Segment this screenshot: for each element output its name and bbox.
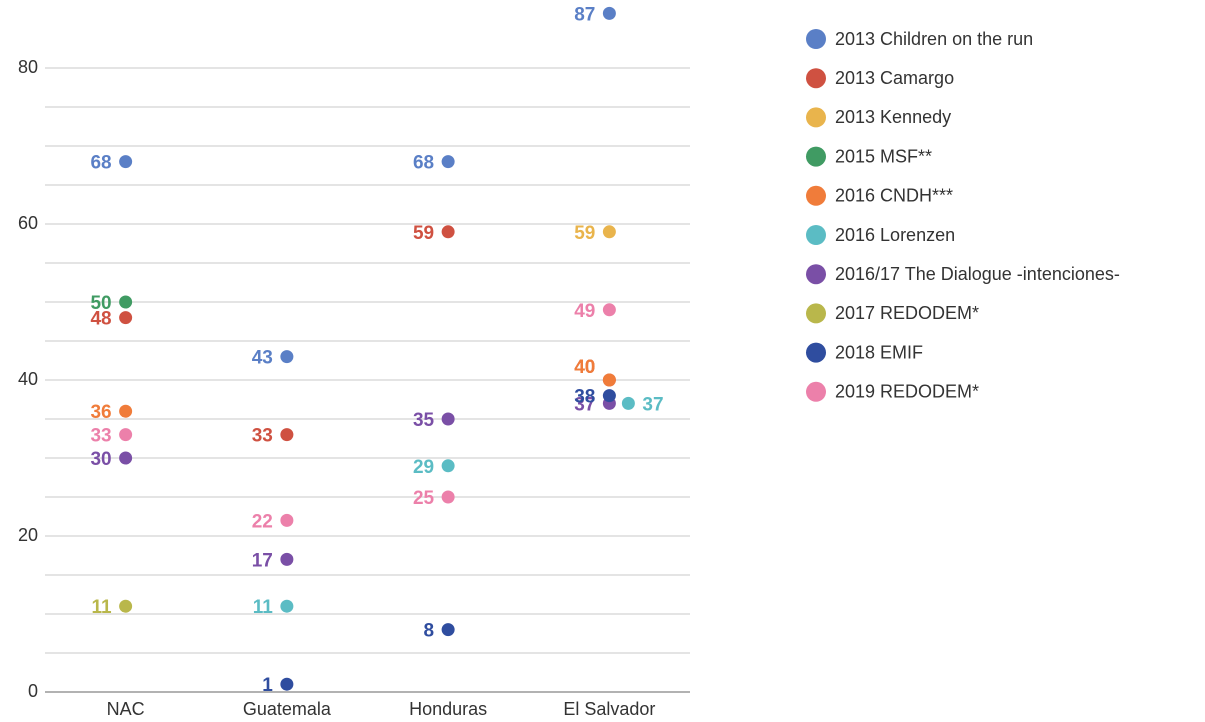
dot [602,6,616,20]
data-label: 11 [253,597,274,618]
dot [441,623,455,637]
y-tick-label: 60 [18,213,38,233]
legend-swatch [806,29,826,49]
y-tick-label: 80 [18,57,38,77]
legend-swatch [806,185,826,206]
dot [119,599,133,613]
dot [280,552,294,566]
x-tick-label: Guatemala [243,699,332,717]
dot [441,459,455,473]
legend-label: 2018 EMIF [835,342,923,362]
legend-label: 2017 REDODEM* [835,303,979,323]
dot [280,513,294,527]
legend-label: 2015 MSF** [835,146,932,166]
data-label: 40 [574,357,595,378]
legend-swatch [806,303,826,324]
legend-swatch [806,146,826,167]
dot [602,303,616,317]
dot [119,428,133,442]
data-label: 59 [413,223,434,244]
legend-swatch [806,342,826,363]
dot [441,225,455,239]
dot [441,155,455,169]
data-label: 68 [90,153,111,174]
legend-label: 2016 CNDH*** [835,186,953,206]
data-label: 33 [90,426,111,447]
data-label: 68 [413,153,434,174]
legend-swatch [806,107,826,128]
data-label: 36 [90,402,111,423]
data-label: 29 [413,457,434,478]
dot [621,396,635,410]
dot [602,373,616,387]
x-tick-label: El Salvador [563,699,655,717]
dot [441,490,455,504]
data-label: 25 [413,488,435,509]
legend-label: 2016/17 The Dialogue -intenciones- [835,264,1120,284]
x-tick-label: Honduras [409,699,487,717]
dot [119,451,133,465]
legend-swatch [806,225,826,245]
data-label: 1 [262,675,273,696]
data-label: 43 [252,348,273,369]
data-label: 17 [252,550,273,571]
dot [119,311,133,325]
legend-label: 2019 REDODEM* [835,382,979,402]
data-label: 8 [424,621,435,642]
dot [280,428,294,442]
legend-swatch [806,264,826,285]
data-label: 11 [92,597,113,618]
data-label: 48 [90,309,111,330]
data-label: 22 [252,511,273,532]
dot [119,404,133,418]
dot [602,225,616,239]
x-tick-label: NAC [107,699,145,717]
dot [280,350,294,364]
dot [602,389,616,403]
data-label: 35 [413,410,435,431]
data-label: 59 [574,223,595,244]
data-label: 50 [90,293,111,314]
dot [119,295,133,309]
dot [280,677,294,691]
legend-swatch [806,68,826,89]
data-label: 37 [574,394,595,415]
y-tick-label: 40 [18,369,38,389]
data-label: 33 [252,426,273,447]
data-label: 49 [574,301,595,322]
y-tick-label: 20 [18,525,38,545]
legend-label: 2013 Children on the run [835,29,1033,49]
legend-label: 2013 Camargo [835,68,954,88]
legend-label: 2013 Kennedy [835,107,951,127]
data-label: 38 [574,387,595,408]
dot [280,599,294,613]
data-label: 37 [642,394,663,415]
y-tick-label: 0 [28,681,38,701]
data-label: 40 [574,357,595,378]
legend-label: 2016 Lorenzen [835,225,955,245]
data-label: 30 [90,449,111,470]
data-label: 87 [574,4,595,25]
dot [119,155,133,169]
dot [441,412,455,426]
legend-swatch [806,381,826,402]
